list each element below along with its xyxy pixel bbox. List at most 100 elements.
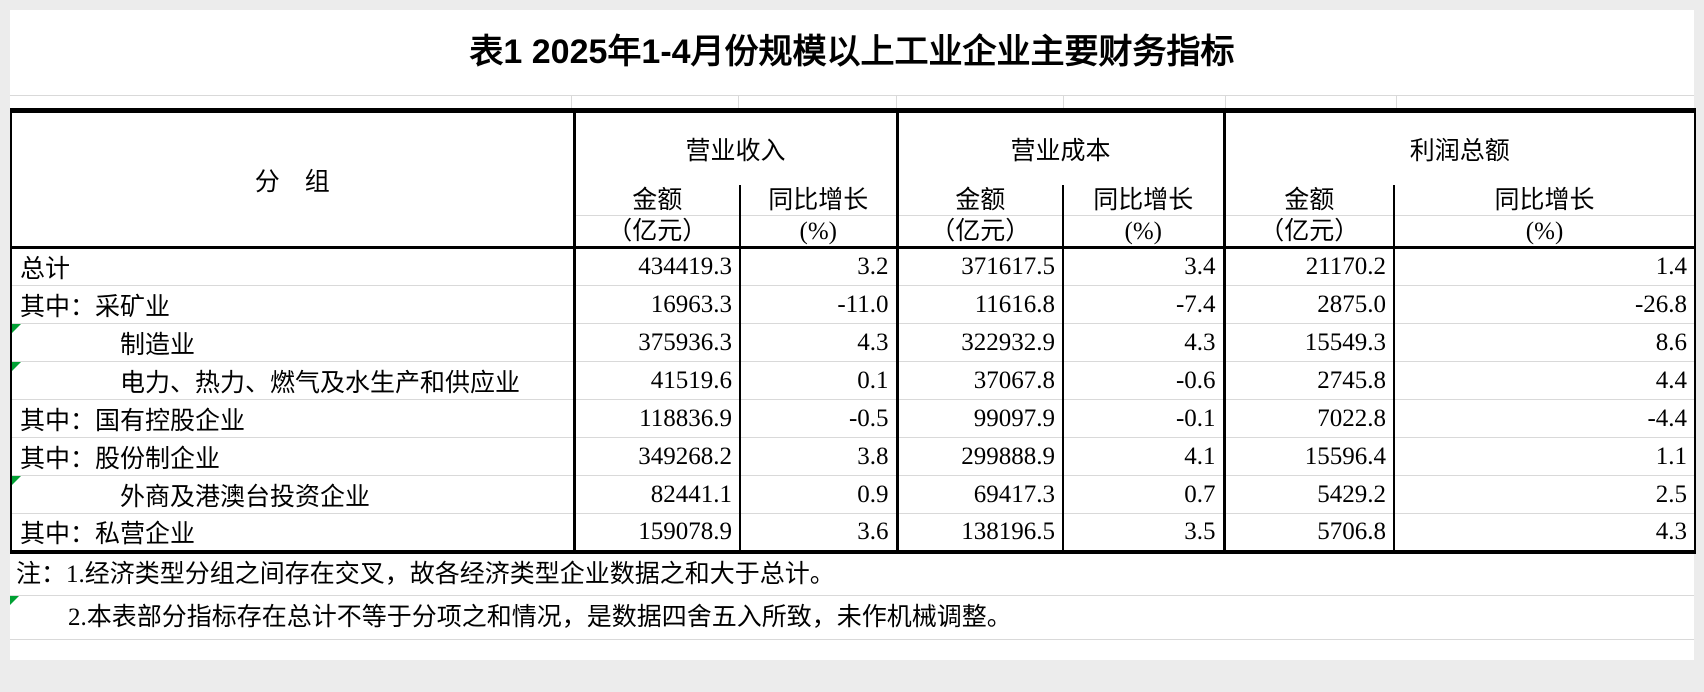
value-cell: 299888.9 xyxy=(895,437,1064,476)
gridline-segment xyxy=(1226,96,1397,108)
error-indicator-icon xyxy=(10,596,19,605)
row-label-cell: 其中：采矿业 xyxy=(11,285,574,324)
value-cell: -26.8 xyxy=(1393,285,1696,324)
subheader-growth-label: 同比增长 xyxy=(1065,185,1223,216)
value-cell: -0.6 xyxy=(1062,361,1225,400)
row-label: 其中：国有控股企业 xyxy=(20,407,246,435)
col-header-operating-revenue: 营业收入 xyxy=(572,110,898,185)
value-cell: 2875.0 xyxy=(1222,285,1395,324)
value-cell: 15596.4 xyxy=(1222,437,1395,476)
subheader-growth-unit: (%) xyxy=(799,218,837,245)
table-row: 其中：采矿业 16963.3 -11.0 11616.8 -7.4 2875.0 -26.8 xyxy=(11,285,1696,324)
header-sub-row: 金额 （亿元） 同比增长 (%) 金额 （亿元） xyxy=(11,185,1696,249)
row-label-cell: 制造业 xyxy=(11,323,574,362)
error-indicator-icon xyxy=(12,362,21,371)
table-row: 其中：私营企业 159078.9 3.6 138196.5 3.5 5706.8 4.3 xyxy=(11,513,1696,553)
table-row: 外商及港澳台投资企业 82441.1 0.9 69417.3 0.7 5429.2 2.5 xyxy=(11,475,1696,514)
subheader-amount-unit: （亿元） xyxy=(930,218,1031,245)
page-title: 表1 2025年1-4月份规模以上工业企业主要财务指标 xyxy=(10,10,1694,96)
row-label-cell: 其中：国有控股企业 xyxy=(11,399,574,438)
value-cell: 0.9 xyxy=(738,475,898,514)
value-cell: 3.8 xyxy=(738,437,898,476)
subheader-amount-label: 金额 xyxy=(900,185,1063,216)
row-label: 其中：采矿业 xyxy=(20,293,171,321)
subheader-amount: 金额 （亿元） xyxy=(895,185,1064,249)
value-cell: 99097.9 xyxy=(895,399,1064,438)
value-cell: 322932.9 xyxy=(895,323,1064,362)
value-cell: 3.2 xyxy=(738,247,898,286)
subheader-growth-label: 同比增长 xyxy=(1396,185,1695,216)
subheader-growth: 同比增长 (%) xyxy=(1062,185,1225,249)
row-label: 电力、热力、燃气及水生产和供应业 xyxy=(120,369,521,397)
table-note-1: 注：1.经济类型分组之间存在交叉，故各经济类型企业数据之和大于总计。 xyxy=(10,554,1694,596)
value-cell: 16963.3 xyxy=(572,285,740,324)
value-cell: 8.6 xyxy=(1393,323,1696,362)
value-cell: 37067.8 xyxy=(895,361,1064,400)
error-indicator-icon xyxy=(12,476,21,485)
worksheet: 表1 2025年1-4月份规模以上工业企业主要财务指标 分 组 营业收入 营业成… xyxy=(10,10,1697,660)
value-cell: 82441.1 xyxy=(572,475,740,514)
note-text: 注：1.经济类型分组之间存在交叉，故各经济类型企业数据之和大于总计。 xyxy=(16,561,835,588)
value-cell: 4.4 xyxy=(1393,361,1696,400)
subheader-amount-label: 金额 xyxy=(1227,185,1394,216)
row-label: 其中：股份制企业 xyxy=(20,445,221,473)
gridline-segment xyxy=(897,96,1064,108)
subheader-growth-unit: (%) xyxy=(1124,218,1163,245)
header-group-row: 分 组 营业收入 营业成本 利润总额 xyxy=(11,110,1696,249)
value-cell: 11616.8 xyxy=(895,285,1064,324)
value-cell: -4.4 xyxy=(1393,399,1696,438)
value-cell: 349268.2 xyxy=(572,437,740,476)
subheader-growth-unit: (%) xyxy=(1525,218,1564,245)
value-cell: 1.4 xyxy=(1393,247,1696,286)
financial-indicators-table: 分 组 营业收入 营业成本 利润总额 金额 （亿元） 同比增长 (%) xyxy=(10,108,1697,554)
value-cell: 41519.6 xyxy=(572,361,740,400)
value-cell: -7.4 xyxy=(1062,285,1225,324)
value-cell: 138196.5 xyxy=(895,513,1064,552)
subheader-amount-label: 金额 xyxy=(577,185,739,216)
value-cell: 15549.3 xyxy=(1222,323,1395,362)
gridline-segment xyxy=(572,96,739,108)
row-label-cell: 外商及港澳台投资企业 xyxy=(11,475,574,514)
row-label-cell: 电力、热力、燃气及水生产和供应业 xyxy=(11,361,574,400)
subheader-growth: 同比增长 (%) xyxy=(738,185,898,249)
value-cell: 3.4 xyxy=(1062,247,1225,286)
value-cell: -11.0 xyxy=(738,285,898,324)
value-cell: 4.3 xyxy=(1393,513,1696,552)
value-cell: 5429.2 xyxy=(1222,475,1395,514)
value-cell: 3.6 xyxy=(738,513,898,552)
subheader-amount: 金额 （亿元） xyxy=(1222,185,1395,249)
value-cell: 21170.2 xyxy=(1222,247,1395,286)
note-text: 2.本表部分指标存在总计不等于分项之和情况，是数据四舍五入所致，未作机械调整。 xyxy=(68,604,1012,631)
row-label-cell: 其中：股份制企业 xyxy=(11,437,574,476)
value-cell: 4.3 xyxy=(738,323,898,362)
value-cell: 69417.3 xyxy=(895,475,1064,514)
value-cell: 434419.3 xyxy=(572,247,740,286)
table-row: 总计 434419.3 3.2 371617.5 3.4 21170.2 1.4 xyxy=(11,247,1696,286)
gridline-segment xyxy=(1064,96,1226,108)
value-cell: 1.1 xyxy=(1393,437,1696,476)
gridline-segment xyxy=(10,96,572,108)
value-cell: 3.5 xyxy=(1062,513,1225,552)
gridline-segment xyxy=(739,96,897,108)
value-cell: 5706.8 xyxy=(1222,513,1395,552)
row-label: 外商及港澳台投资企业 xyxy=(120,483,371,511)
value-cell: 371617.5 xyxy=(895,247,1064,286)
value-cell: 159078.9 xyxy=(572,513,740,552)
value-cell: 118836.9 xyxy=(572,399,740,438)
col-header-group: 分 组 xyxy=(11,110,574,249)
error-indicator-icon xyxy=(12,324,21,333)
table-note-2: 2.本表部分指标存在总计不等于分项之和情况，是数据四舍五入所致，未作机械调整。 xyxy=(10,596,1694,640)
table-row: 制造业 375936.3 4.3 322932.9 4.3 15549.3 8.6 xyxy=(11,323,1696,362)
value-cell: 4.3 xyxy=(1062,323,1225,362)
table-row: 其中：国有控股企业 118836.9 -0.5 99097.9 -0.1 7022.8 -4… xyxy=(11,399,1696,438)
row-label: 其中：私营企业 xyxy=(20,521,196,548)
value-cell: 7022.8 xyxy=(1222,399,1395,438)
subheader-growth-label: 同比增长 xyxy=(742,185,896,216)
empty-row xyxy=(10,640,1694,657)
row-label-cell: 总计 xyxy=(11,247,574,286)
value-cell: 2745.8 xyxy=(1222,361,1395,400)
value-cell: 0.7 xyxy=(1062,475,1225,514)
row-label-cell: 其中：私营企业 xyxy=(11,514,574,553)
table-row: 其中：股份制企业 349268.2 3.8 299888.9 4.1 15596.4 1.1 xyxy=(11,437,1696,476)
